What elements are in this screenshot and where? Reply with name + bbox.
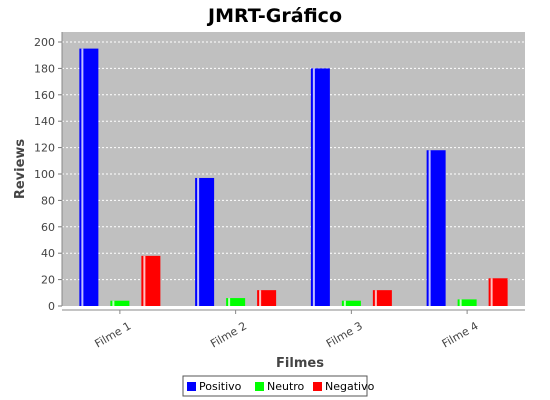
x-tick-label: Filme 2 xyxy=(208,319,249,350)
bar-highlight xyxy=(490,278,493,306)
bar-positivo xyxy=(79,48,99,306)
bars xyxy=(79,48,508,307)
y-tick-label: 80 xyxy=(41,194,55,207)
legend-swatch-neutro xyxy=(255,382,264,391)
y-tick-label: 60 xyxy=(41,221,55,234)
plot-area xyxy=(62,32,525,306)
legend-label-positivo: Positivo xyxy=(199,380,242,393)
bar-negativo xyxy=(372,290,392,306)
bar-negativo xyxy=(488,278,508,306)
bar-neutro xyxy=(110,300,130,306)
bar-highlight xyxy=(374,290,377,306)
y-tick-label: 180 xyxy=(34,62,55,75)
y-tick-label: 100 xyxy=(34,168,55,181)
y-tick-label: 200 xyxy=(34,36,55,49)
legend-label-negativo: Negativo xyxy=(325,380,375,393)
y-tick-label: 160 xyxy=(34,89,55,102)
y-tick-label: 40 xyxy=(41,247,55,260)
bar-highlight xyxy=(112,300,115,306)
bar-highlight xyxy=(143,255,146,306)
y-tick-label: 120 xyxy=(34,142,55,155)
bar-positivo xyxy=(426,150,446,306)
bar-highlight xyxy=(259,290,262,306)
legend-label-neutro: Neutro xyxy=(267,380,305,393)
bar-highlight xyxy=(459,299,462,306)
bar-neutro xyxy=(226,298,246,306)
bar-negativo xyxy=(141,255,161,306)
bar-negativo xyxy=(257,290,277,306)
y-tick-label: 20 xyxy=(41,274,55,287)
x-tick-label: Filme 1 xyxy=(93,319,134,350)
x-tick-label: Filme 3 xyxy=(324,319,365,350)
bar-neutro xyxy=(341,300,361,306)
bar-highlight xyxy=(312,68,315,307)
chart-title: JMRT-Gráfico xyxy=(206,5,342,27)
y-axis-label: Reviews xyxy=(13,139,28,200)
bar-highlight xyxy=(228,298,231,306)
y-tick-label: 140 xyxy=(34,115,55,128)
bar-highlight xyxy=(428,150,431,306)
legend: Positivo Neutro Negativo xyxy=(182,375,375,397)
x-axis-label: Filmes xyxy=(276,356,324,371)
gridlines xyxy=(62,41,525,281)
bar-highlight xyxy=(197,177,200,306)
bar-positivo xyxy=(195,177,215,306)
bar-highlight xyxy=(81,48,84,306)
legend-swatch-negativo xyxy=(313,382,322,391)
y-tick-label: 0 xyxy=(48,300,55,313)
bar-neutro xyxy=(457,299,477,306)
bar-highlight xyxy=(343,300,346,306)
legend-swatch-positivo xyxy=(187,382,196,391)
bar-positivo xyxy=(310,68,330,307)
x-tick-label: Filme 4 xyxy=(440,319,481,350)
